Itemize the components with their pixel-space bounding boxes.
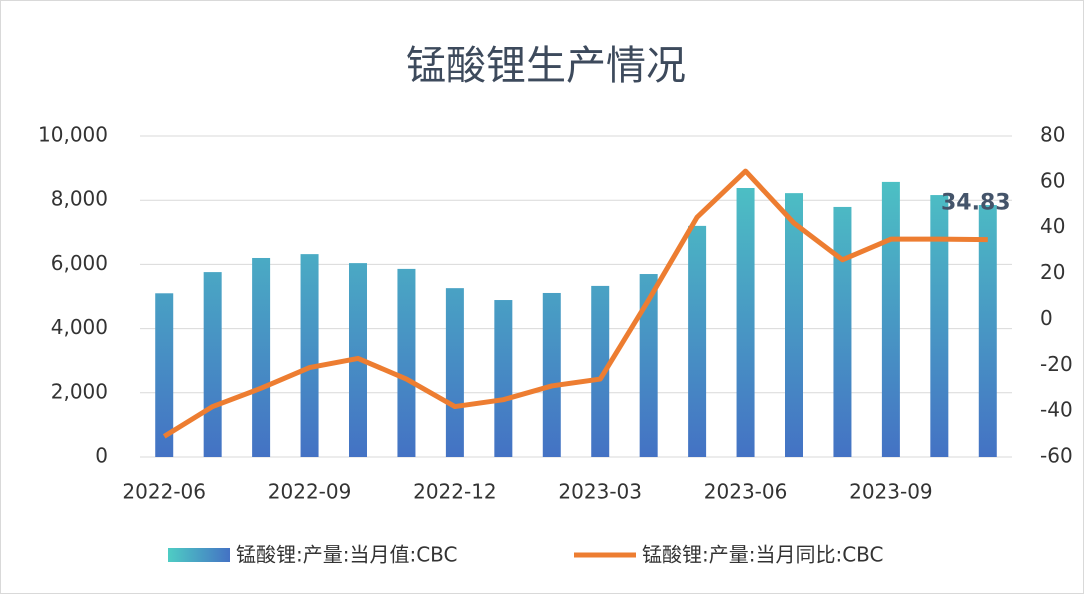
- bar: [542, 292, 561, 457]
- y-tick-label: 4,000: [51, 315, 108, 339]
- legend-swatch: [168, 548, 230, 562]
- bar: [639, 274, 658, 457]
- bar: [833, 206, 852, 457]
- bar: [397, 268, 416, 457]
- x-tick-label: 2023-09: [849, 480, 933, 504]
- legend-label: 锰酸锂:产量:当月同比:CBC: [642, 543, 884, 567]
- y2-tick-label: 20: [1040, 260, 1065, 284]
- y2-tick-label: 80: [1040, 123, 1065, 147]
- y2-tick-label: -20: [1040, 352, 1073, 376]
- bar: [300, 254, 319, 457]
- y-tick-label: 8,000: [51, 187, 108, 211]
- chart-title: 锰酸锂生产情况: [406, 43, 686, 89]
- x-tick-label: 2022-12: [413, 480, 497, 504]
- y2-tick-label: 40: [1040, 214, 1065, 238]
- bar: [494, 300, 513, 457]
- legend-label: 锰酸锂:产量:当月值:CBC: [236, 543, 458, 567]
- data-label: 34.83: [941, 191, 1011, 216]
- y-tick-label: 0: [95, 444, 108, 468]
- bar: [930, 195, 949, 457]
- bar: [785, 193, 803, 457]
- y2-tick-label: -40: [1040, 398, 1073, 422]
- y2-tick-label: 0: [1040, 306, 1053, 330]
- bar: [881, 181, 900, 457]
- line: [162, 168, 988, 439]
- y-tick-label: 2,000: [51, 379, 108, 403]
- bar: [736, 188, 755, 457]
- bar: [203, 272, 222, 457]
- y2-tick-label: 60: [1040, 168, 1065, 192]
- y-tick-label: 10,000: [38, 123, 108, 147]
- x-tick-label: 2022-09: [268, 480, 352, 504]
- bar: [445, 288, 464, 457]
- bar: [978, 205, 997, 457]
- bar: [252, 257, 271, 457]
- x-tick-label: 2023-03: [558, 480, 642, 504]
- bar: [688, 225, 707, 457]
- x-tick-label: 2023-06: [704, 480, 788, 504]
- y-tick-label: 6,000: [51, 251, 108, 275]
- bar: [591, 285, 610, 457]
- y2-tick-label: -60: [1040, 444, 1073, 468]
- x-tick-label: 2022-06: [122, 480, 206, 504]
- bar: [155, 293, 174, 457]
